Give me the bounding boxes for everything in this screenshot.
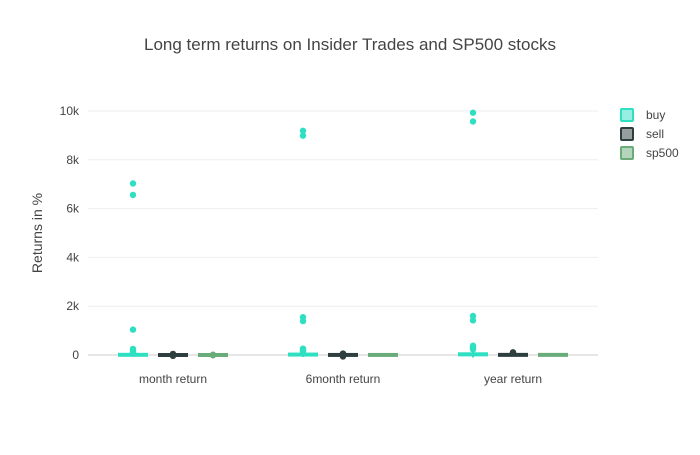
outlier-point[interactable]: [209, 352, 217, 359]
legend-swatch: [620, 108, 634, 122]
outlier-point[interactable]: [129, 349, 137, 357]
outlier-point[interactable]: [469, 109, 477, 116]
legend-item-sell[interactable]: sell: [620, 127, 664, 141]
box-sp500-2[interactable]: [538, 352, 568, 357]
outlier-point[interactable]: [339, 353, 347, 360]
outlier-point[interactable]: [299, 127, 307, 134]
outlier-point[interactable]: [129, 326, 137, 333]
legend-swatch: [620, 146, 634, 160]
outlier-point[interactable]: [469, 346, 477, 353]
legend-item-buy[interactable]: buy: [620, 108, 665, 122]
outlier-point[interactable]: [299, 132, 307, 139]
y-tick-label: 10k: [60, 104, 80, 118]
box-buy-0[interactable]: [118, 180, 148, 357]
y-tick-label: 0: [72, 348, 79, 362]
y-axis-label: Returns in %: [29, 193, 45, 273]
y-tick-label: 4k: [66, 250, 80, 264]
outlier-point[interactable]: [509, 349, 517, 357]
legend-item-sp500[interactable]: sp500: [620, 146, 679, 160]
x-tick-label: 6month return: [306, 372, 381, 386]
outlier-point[interactable]: [299, 348, 307, 355]
legend-label: buy: [646, 108, 665, 122]
legend-swatch: [620, 127, 634, 141]
series-sp500[interactable]: [198, 351, 568, 359]
series-buy[interactable]: [118, 109, 488, 358]
y-tick-label: 2k: [66, 299, 80, 313]
series-sell[interactable]: [158, 349, 528, 360]
chart-title: Long term returns on Insider Trades and …: [144, 35, 556, 54]
x-tick-label: year return: [484, 372, 542, 386]
outlier-point[interactable]: [469, 118, 477, 125]
outlier-point[interactable]: [469, 317, 477, 324]
outlier-point[interactable]: [129, 180, 137, 187]
y-axis-ticks: 0 2k 4k 6k 8k 10k: [60, 104, 80, 362]
legend-label: sell: [646, 127, 664, 141]
x-tick-label: month return: [139, 372, 207, 386]
box-buy-2[interactable]: [458, 109, 488, 358]
legend[interactable]: buy sell sp500: [620, 108, 679, 160]
plot-area: [118, 109, 568, 360]
box-sell-0[interactable]: [158, 350, 188, 360]
outlier-point[interactable]: [169, 352, 177, 360]
outlier-point[interactable]: [469, 312, 477, 320]
box-sp500-1[interactable]: [368, 352, 398, 357]
box-sell-2[interactable]: [498, 349, 528, 357]
box-buy-1[interactable]: [288, 127, 318, 357]
y-tick-label: 6k: [66, 202, 80, 216]
outlier-point[interactable]: [129, 191, 137, 199]
legend-label: sp500: [646, 146, 679, 160]
y-tick-label: 8k: [66, 153, 80, 167]
box-sell-1[interactable]: [328, 350, 358, 360]
x-axis-ticks: month return 6month return year return: [139, 372, 542, 386]
outlier-point[interactable]: [299, 317, 307, 325]
box-sp500-0[interactable]: [198, 351, 228, 359]
